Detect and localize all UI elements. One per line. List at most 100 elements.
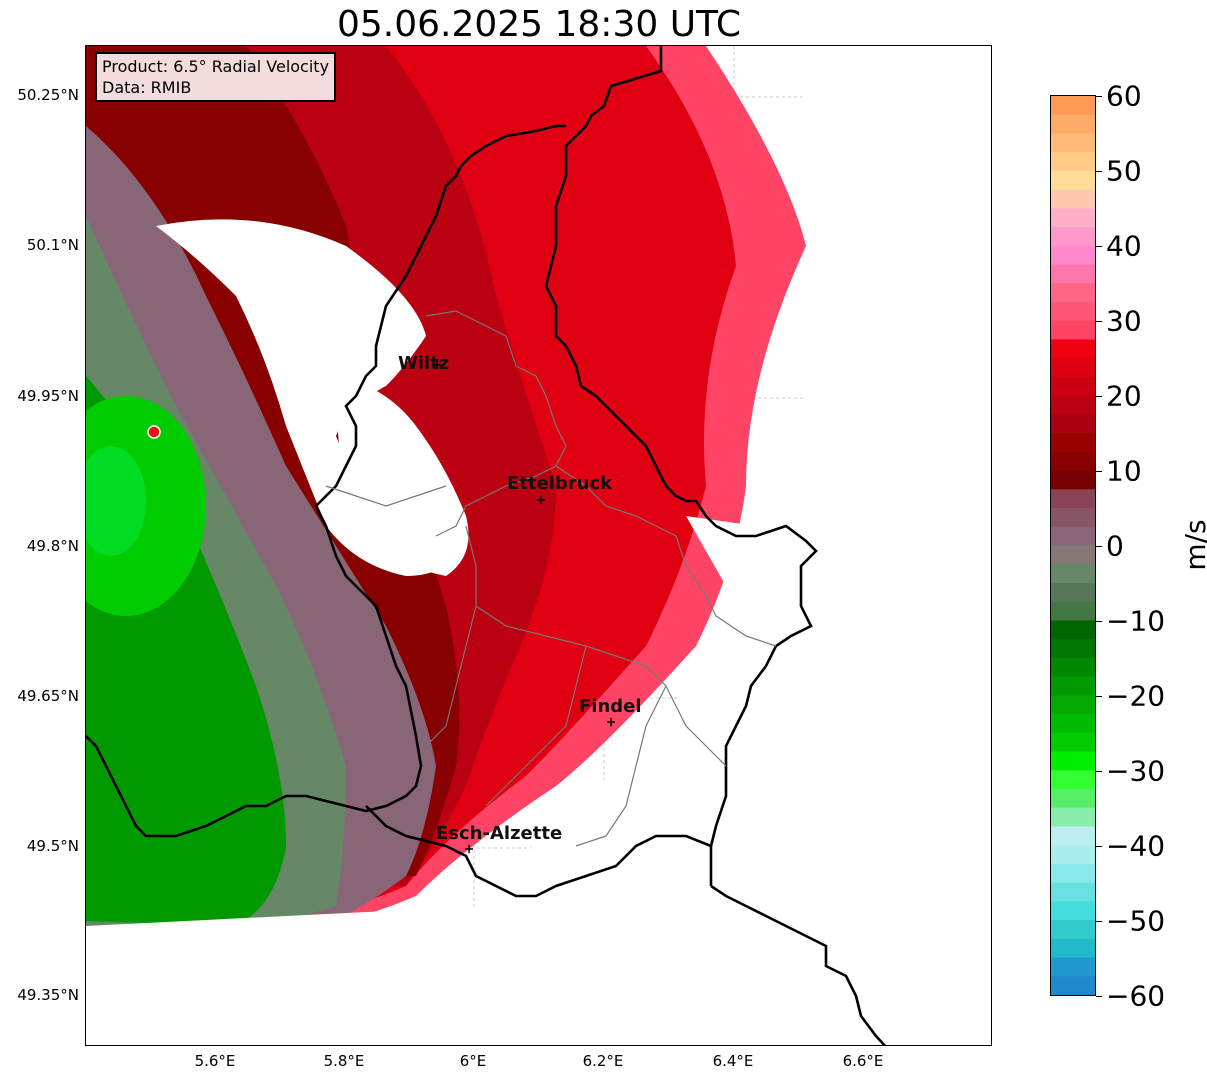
colorbar-segment [1051, 863, 1095, 884]
colorbar-segment [1051, 114, 1095, 135]
lon-tick-label: 6.4°E [712, 1052, 754, 1070]
lon-tick-label: 6.6°E [842, 1052, 884, 1070]
city-markers: + + + + [432, 358, 617, 857]
colorbar-segment [1051, 920, 1095, 940]
country-borders [86, 46, 886, 1045]
colorbar-tick-label: 60 [1106, 79, 1142, 113]
city-labels: Wiltz Ettelbruck Findel Esch-Alzette [398, 353, 642, 844]
colorbar-segment [1051, 489, 1095, 509]
colorbar-segment [1051, 938, 1095, 959]
colorbar-segment [1051, 245, 1095, 266]
lat-tick-label: 49.5°N [26, 837, 79, 855]
colorbar-segment [1051, 845, 1095, 865]
colorbar-segment [1051, 208, 1095, 228]
colorbar-tick-label: 50 [1106, 154, 1142, 188]
colorbar-segment [1051, 508, 1095, 528]
colorbar-segment [1051, 395, 1095, 415]
colorbar-tick-mark [1096, 696, 1102, 697]
city-label-findel: Findel [579, 696, 642, 717]
lon-tick-label: 5.8°E [323, 1052, 365, 1070]
colorbar-segment [1051, 170, 1095, 191]
colorbar-segment [1051, 451, 1095, 472]
colorbar-unit-label: m/s [1179, 519, 1207, 571]
lon-tick-label: 6.2°E [582, 1052, 624, 1070]
colorbar-tick-label: 30 [1106, 304, 1142, 338]
colorbar-segment [1051, 320, 1095, 341]
colorbar-segment [1051, 545, 1095, 565]
colorbar-tick-label: −30 [1106, 754, 1166, 788]
colorbar-tick-label: 10 [1106, 454, 1142, 488]
colorbar-segment [1051, 470, 1095, 490]
colorbar-segment [1051, 695, 1095, 715]
city-label-ettelbruck: Ettelbruck [507, 473, 613, 494]
colorbar-segment [1051, 302, 1095, 322]
colorbar-gradient [1051, 96, 1095, 995]
city-label-esch-alzette: Esch-Alzette [436, 823, 562, 844]
colorbar-tick-mark [1096, 96, 1102, 97]
colorbar-segment [1051, 526, 1095, 547]
colorbar-segment [1051, 133, 1095, 153]
lat-tick-label: 49.35°N [17, 986, 79, 1004]
svg-text:+: + [464, 842, 474, 856]
colorbar-segment [1051, 227, 1095, 247]
colorbar-segment [1051, 826, 1095, 846]
lon-tick-label: 6°E [459, 1052, 487, 1070]
colorbar-segment [1051, 96, 1095, 116]
colorbar [1050, 95, 1096, 996]
svg-text:+: + [536, 493, 546, 507]
colorbar-tick-label: −40 [1106, 829, 1166, 863]
colorbar-tick-mark [1096, 471, 1102, 472]
colorbar-tick-label: 20 [1106, 379, 1142, 413]
colorbar-tick-mark [1096, 321, 1102, 322]
colorbar-segment [1051, 676, 1095, 696]
lat-tick-label: 50.1°N [26, 236, 79, 254]
colorbar-segment [1051, 882, 1095, 902]
svg-text:+: + [432, 358, 442, 372]
colorbar-segment [1051, 376, 1095, 397]
colorbar-segment [1051, 339, 1095, 359]
colorbar-tick-label: 40 [1106, 229, 1142, 263]
colorbar-tick-mark [1096, 921, 1102, 922]
colorbar-segment [1051, 358, 1095, 378]
colorbar-segment [1051, 770, 1095, 790]
colorbar-segment [1051, 264, 1095, 284]
canton-borders [325, 310, 777, 847]
colorbar-tick-mark [1096, 621, 1102, 622]
colorbar-segment [1051, 433, 1095, 453]
colorbar-tick-label: −10 [1106, 604, 1166, 638]
colorbar-segment [1051, 582, 1095, 603]
lat-tick-label: 49.8°N [26, 537, 79, 555]
colorbar-segment [1051, 152, 1095, 172]
data-source-label: Data: RMIB [102, 78, 192, 97]
colorbar-segment [1051, 657, 1095, 678]
colorbar-segment [1051, 732, 1095, 753]
colorbar-segment [1051, 283, 1095, 303]
colorbar-segment [1051, 957, 1095, 977]
lat-tick-label: 49.95°N [17, 387, 79, 405]
colorbar-tick-label: 0 [1106, 529, 1124, 563]
colorbar-segment [1051, 714, 1095, 734]
colorbar-tick-label: −60 [1106, 979, 1166, 1013]
colorbar-segment [1051, 601, 1095, 622]
colorbar-tick-mark [1096, 771, 1102, 772]
radar-map[interactable]: + + + + Wiltz Ettelbruck Findel Esch-Alz… [85, 45, 992, 1046]
colorbar-tick-label: −20 [1106, 679, 1166, 713]
radar-site-marker [147, 425, 161, 439]
colorbar-segment [1051, 788, 1095, 809]
product-info-box: Product: 6.5° Radial Velocity Data: RMIB [95, 52, 337, 102]
colorbar-segment [1051, 976, 1095, 995]
colorbar-tick-mark [1096, 396, 1102, 397]
colorbar-segment [1051, 414, 1095, 434]
colorbar-segment [1051, 620, 1095, 640]
colorbar-segment [1051, 807, 1095, 828]
map-title: 05.06.2025 18:30 UTC [336, 4, 742, 45]
lat-tick-label: 50.25°N [17, 86, 79, 104]
colorbar-segment [1051, 901, 1095, 921]
lat-tick-label: 49.65°N [17, 687, 79, 705]
product-label: Product: 6.5° Radial Velocity [102, 57, 330, 76]
svg-text:+: + [606, 715, 616, 729]
colorbar-tick-label: −50 [1106, 904, 1166, 938]
colorbar-segment [1051, 189, 1095, 209]
city-label-wiltz: Wiltz [398, 353, 449, 374]
lon-tick-label: 5.6°E [194, 1052, 236, 1070]
